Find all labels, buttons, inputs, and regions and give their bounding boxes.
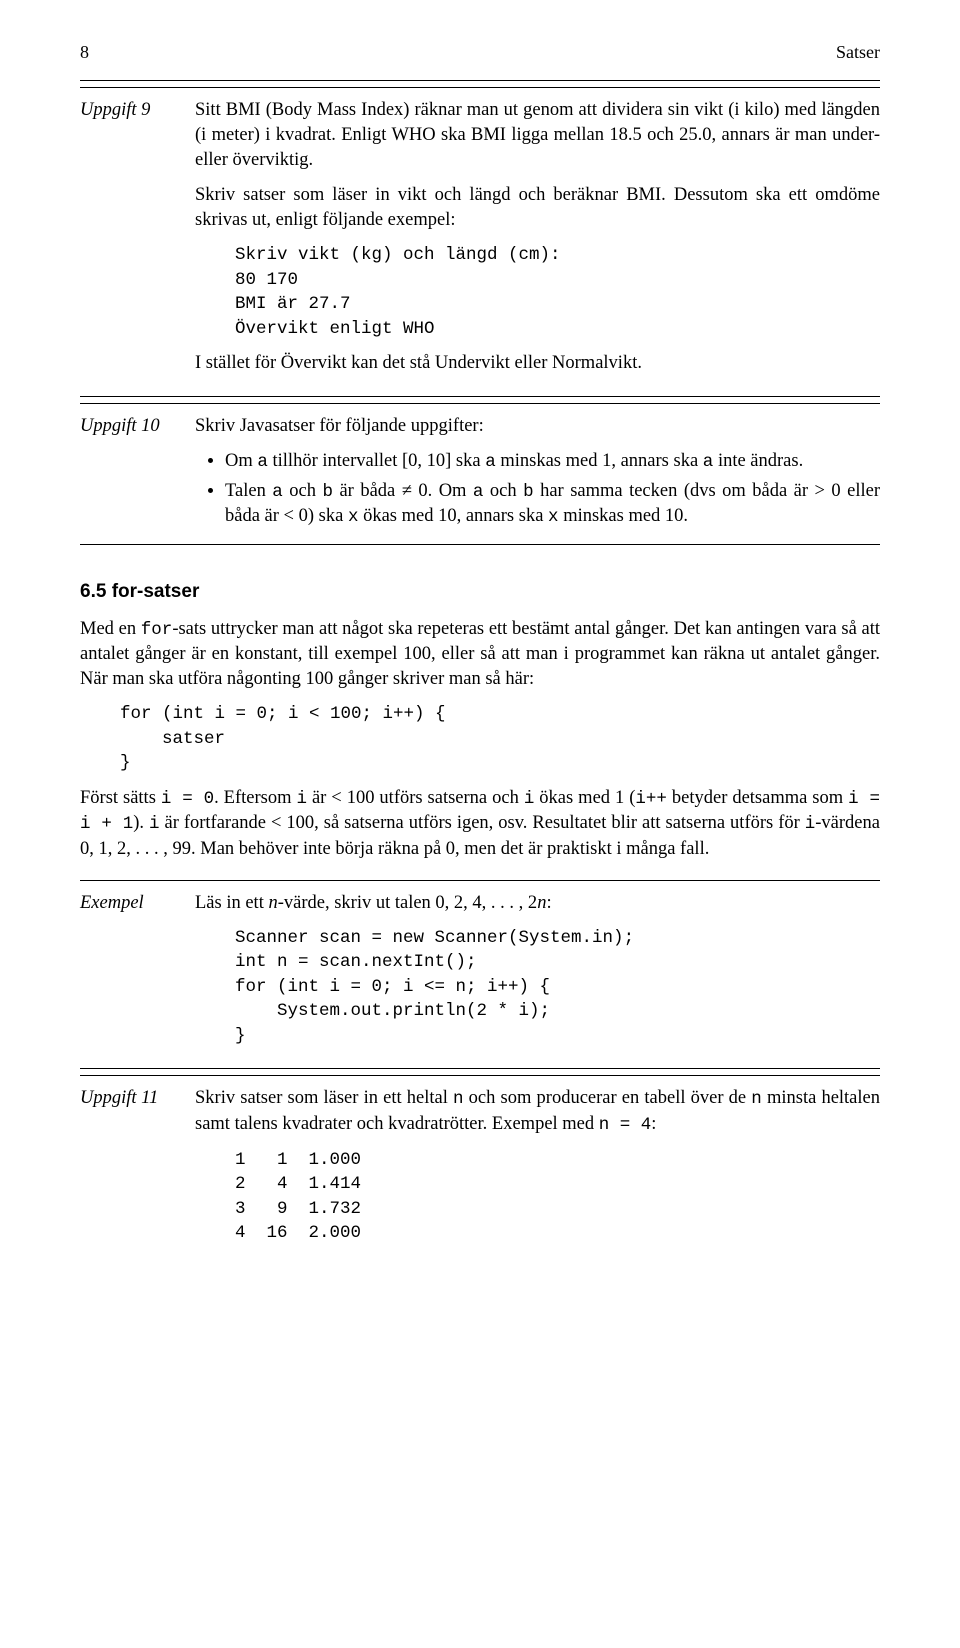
section-heading: 6.5 for-satser — [80, 579, 880, 605]
paragraph: Först sätts i = 0. Eftersom i är < 100 u… — [80, 786, 880, 862]
exercise-content: Sitt BMI (Body Mass Index) räknar man ut… — [195, 98, 880, 386]
paragraph: Skriv satser som läser in vikt och längd… — [195, 183, 880, 233]
paragraph: Sitt BMI (Body Mass Index) räknar man ut… — [195, 98, 880, 173]
divider — [80, 1075, 880, 1076]
page-header: 8 Satser — [80, 40, 880, 64]
uppgift-9: Uppgift 9 Sitt BMI (Body Mass Index) räk… — [80, 98, 880, 386]
header-title: Satser — [836, 40, 880, 64]
exercise-label: Uppgift 10 — [80, 414, 195, 439]
example-label: Exempel — [80, 891, 195, 916]
code-block: for (int i = 0; i < 100; i++) { satser } — [120, 702, 880, 776]
list-item: Talen a och b är båda ≠ 0. Om a och b ha… — [225, 479, 880, 530]
paragraph: Läs in ett n-värde, skriv ut talen 0, 2,… — [195, 891, 880, 916]
exercise-content: Skriv Javasatser för följande uppgifter:… — [195, 414, 880, 534]
exercise-label: Uppgift 9 — [80, 98, 195, 123]
paragraph: Med en for-sats uttrycker man att något … — [80, 617, 880, 693]
paragraph: I stället för Övervikt kan det stå Under… — [195, 351, 880, 376]
page-number: 8 — [80, 40, 89, 64]
exercise-label: Uppgift 11 — [80, 1086, 195, 1111]
uppgift-11: Uppgift 11 Skriv satser som läser in ett… — [80, 1086, 880, 1255]
divider — [80, 403, 880, 404]
list-item: Om a tillhör intervallet [0, 10] ska a m… — [225, 449, 880, 475]
output-table: 1 1 1.000 2 4 1.414 3 9 1.732 4 16 2.000 — [235, 1148, 880, 1246]
paragraph: Skriv satser som läser in ett heltal n o… — [195, 1086, 880, 1137]
code-block: Scanner scan = new Scanner(System.in); i… — [235, 926, 880, 1049]
bullet-list: Om a tillhör intervallet [0, 10] ska a m… — [195, 449, 880, 530]
exercise-content: Skriv satser som läser in ett heltal n o… — [195, 1086, 880, 1255]
divider — [80, 87, 880, 88]
divider — [80, 880, 880, 881]
divider — [80, 544, 880, 545]
uppgift-10: Uppgift 10 Skriv Javasatser för följande… — [80, 414, 880, 534]
example-content: Läs in ett n-värde, skriv ut talen 0, 2,… — [195, 891, 880, 1058]
exempel: Exempel Läs in ett n-värde, skriv ut tal… — [80, 891, 880, 1058]
code-block: Skriv vikt (kg) och längd (cm): 80 170 B… — [235, 243, 880, 341]
paragraph: Skriv Javasatser för följande uppgifter: — [195, 414, 880, 439]
